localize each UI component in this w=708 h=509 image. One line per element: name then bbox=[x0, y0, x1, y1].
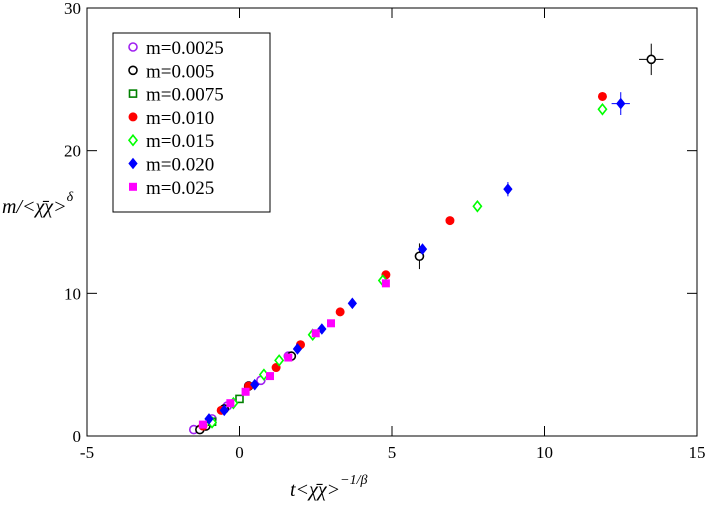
legend-label: m=0.005 bbox=[146, 61, 214, 82]
y-tick-label: 30 bbox=[64, 0, 81, 18]
legend-label: m=0.010 bbox=[146, 108, 214, 129]
point bbox=[381, 279, 390, 288]
point bbox=[445, 216, 455, 226]
legend-marker bbox=[128, 112, 138, 122]
point bbox=[317, 323, 327, 335]
point bbox=[616, 97, 626, 110]
point bbox=[414, 251, 425, 262]
point bbox=[204, 413, 214, 425]
point bbox=[347, 297, 357, 310]
x-label-sup: −1/β bbox=[340, 473, 367, 488]
point bbox=[226, 399, 235, 408]
x-tick-label: 10 bbox=[536, 443, 553, 462]
point bbox=[235, 394, 244, 404]
point bbox=[241, 387, 250, 396]
point bbox=[274, 354, 285, 367]
point bbox=[292, 343, 303, 355]
legend-label: m=0.015 bbox=[146, 131, 214, 152]
x-label-text: t<χ̄χ> bbox=[290, 479, 340, 501]
legend-marker bbox=[127, 133, 139, 147]
y-tick-label: 0 bbox=[73, 427, 82, 446]
point bbox=[250, 378, 260, 391]
y-tick-label: 20 bbox=[64, 142, 81, 161]
legend-box bbox=[112, 32, 271, 213]
point bbox=[311, 329, 320, 338]
point bbox=[219, 404, 229, 417]
legend-marker bbox=[128, 89, 138, 98]
x-tick-label: 15 bbox=[689, 443, 706, 462]
y-label-sup: δ bbox=[67, 190, 74, 205]
y-tick-label: 10 bbox=[64, 284, 81, 303]
point bbox=[327, 319, 335, 328]
y-axis-label: m/<χ̄χ>δ bbox=[2, 190, 74, 218]
point bbox=[472, 200, 483, 213]
point bbox=[503, 183, 513, 195]
legend-label: m=0.0025 bbox=[146, 38, 224, 59]
legend-label: m=0.025 bbox=[146, 178, 214, 199]
legend-marker bbox=[128, 42, 138, 52]
y-label-text: m/<χ̄χ> bbox=[2, 196, 67, 218]
point bbox=[597, 91, 607, 101]
point bbox=[284, 353, 293, 362]
point bbox=[597, 103, 608, 116]
point bbox=[646, 54, 657, 65]
x-axis-label: t<χ̄χ>−1/β bbox=[290, 473, 367, 501]
x-tick-label: 5 bbox=[388, 443, 397, 462]
legend-marker bbox=[128, 65, 138, 76]
x-tick-label: 0 bbox=[235, 443, 244, 462]
x-tick-label: -5 bbox=[80, 443, 94, 462]
legend-marker bbox=[128, 157, 138, 170]
legend-label: m=0.020 bbox=[146, 155, 214, 176]
point bbox=[266, 372, 274, 381]
point bbox=[271, 363, 281, 373]
point bbox=[198, 420, 207, 429]
point bbox=[417, 243, 428, 255]
legend-marker bbox=[129, 182, 137, 191]
legend-label: m=0.0075 bbox=[146, 85, 224, 106]
point bbox=[335, 307, 345, 317]
